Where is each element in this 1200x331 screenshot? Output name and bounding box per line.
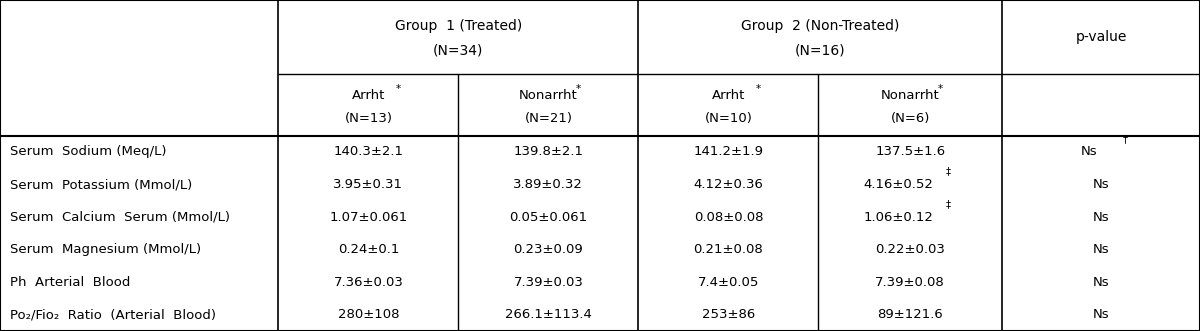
Text: Serum  Sodium (Meq/L): Serum Sodium (Meq/L) (10, 146, 166, 159)
Text: Serum  Magnesium (Mmol/L): Serum Magnesium (Mmol/L) (10, 243, 200, 256)
Text: Ns: Ns (1093, 211, 1109, 223)
Text: Ns: Ns (1093, 308, 1109, 321)
Text: 0.05±0.061: 0.05±0.061 (509, 211, 588, 223)
Text: 3.95±0.31: 3.95±0.31 (334, 178, 403, 191)
Text: Arrht: Arrht (352, 89, 385, 102)
Text: 0.21±0.08: 0.21±0.08 (694, 243, 763, 256)
Text: ‡: ‡ (946, 199, 952, 209)
Text: 0.08±0.08: 0.08±0.08 (694, 211, 763, 223)
Text: Ph  Arterial  Blood: Ph Arterial Blood (10, 276, 130, 289)
Text: Nonarrht: Nonarrht (520, 89, 577, 102)
Text: 7.36±0.03: 7.36±0.03 (334, 276, 403, 289)
Text: ‡: ‡ (946, 166, 952, 176)
Text: 4.12±0.36: 4.12±0.36 (694, 178, 763, 191)
Text: *: * (396, 83, 401, 94)
Text: Serum  Potassium (Mmol/L): Serum Potassium (Mmol/L) (10, 178, 192, 191)
Text: 1.07±0.061: 1.07±0.061 (329, 211, 408, 223)
Text: (N=21): (N=21) (524, 112, 572, 125)
Text: (N=34): (N=34) (433, 43, 484, 58)
Text: 137.5±1.6: 137.5±1.6 (875, 146, 946, 159)
Text: 4.16±0.52: 4.16±0.52 (863, 178, 934, 191)
Text: *: * (937, 83, 943, 94)
Text: 266.1±113.4: 266.1±113.4 (505, 308, 592, 321)
Text: *: * (576, 83, 581, 94)
Text: Ns: Ns (1081, 146, 1097, 159)
Text: Po₂/Fio₂  Ratio  (Arterial  Blood): Po₂/Fio₂ Ratio (Arterial Blood) (10, 308, 216, 321)
Text: (N=10): (N=10) (704, 112, 752, 125)
Text: Group  1 (Treated): Group 1 (Treated) (395, 19, 522, 33)
Text: *: * (756, 83, 761, 94)
Text: Serum  Calcium  Serum (Mmol/L): Serum Calcium Serum (Mmol/L) (10, 211, 229, 223)
Text: 1.06±0.12: 1.06±0.12 (863, 211, 934, 223)
Text: Nonarrht: Nonarrht (881, 89, 940, 102)
Text: (N=13): (N=13) (344, 112, 392, 125)
Text: †: † (1122, 134, 1128, 144)
Text: (N=6): (N=6) (890, 112, 930, 125)
Text: 141.2±1.9: 141.2±1.9 (694, 146, 763, 159)
Text: 0.22±0.03: 0.22±0.03 (875, 243, 946, 256)
Text: (N=16): (N=16) (794, 43, 846, 58)
Text: 139.8±2.1: 139.8±2.1 (514, 146, 583, 159)
Text: 7.39±0.03: 7.39±0.03 (514, 276, 583, 289)
Text: 0.23±0.09: 0.23±0.09 (514, 243, 583, 256)
Text: 7.4±0.05: 7.4±0.05 (697, 276, 760, 289)
Text: Ns: Ns (1093, 243, 1109, 256)
Text: 253±86: 253±86 (702, 308, 755, 321)
Text: Arrht: Arrht (712, 89, 745, 102)
Text: 0.24±0.1: 0.24±0.1 (337, 243, 400, 256)
Text: 280±108: 280±108 (337, 308, 400, 321)
Text: p-value: p-value (1075, 30, 1127, 44)
Text: 140.3±2.1: 140.3±2.1 (334, 146, 403, 159)
Text: Group  2 (Non-Treated): Group 2 (Non-Treated) (742, 19, 899, 33)
Text: 7.39±0.08: 7.39±0.08 (875, 276, 946, 289)
Text: Ns: Ns (1093, 178, 1109, 191)
Text: 3.89±0.32: 3.89±0.32 (514, 178, 583, 191)
Text: 89±121.6: 89±121.6 (877, 308, 943, 321)
Text: Ns: Ns (1093, 276, 1109, 289)
